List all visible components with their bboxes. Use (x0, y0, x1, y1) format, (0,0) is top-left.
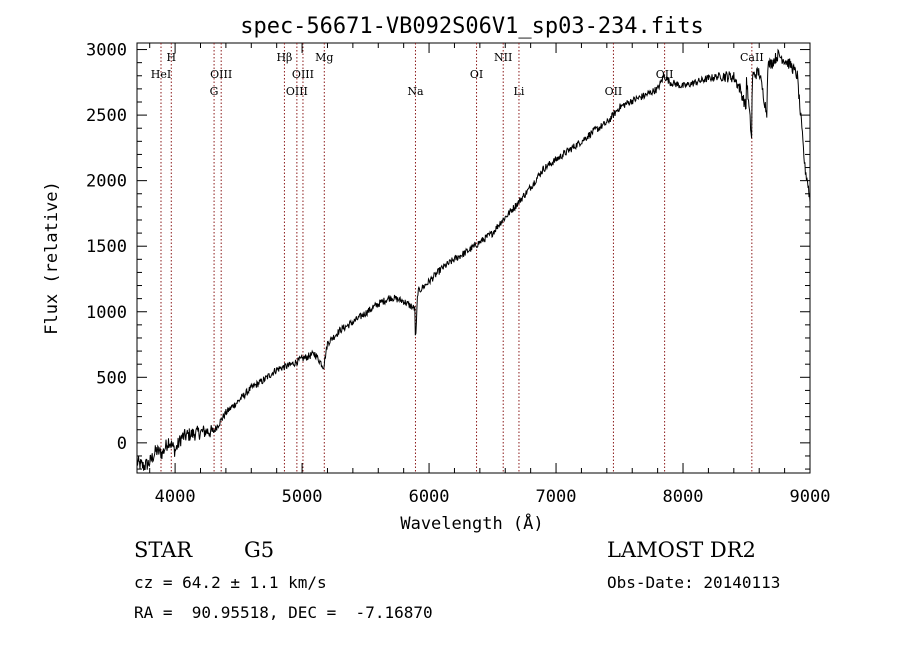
object-class: STAR (134, 538, 193, 562)
x-tick-label-7000: 7000 (536, 487, 577, 507)
marker-label-9: OI (470, 68, 483, 81)
survey-name: LAMOST DR2 (607, 538, 756, 562)
marker-label-11: Li (514, 85, 525, 98)
x-tick-label-6000: 6000 (409, 487, 450, 507)
y-tick-label-3000: 3000 (86, 41, 127, 61)
marker-label-0: HeI (151, 68, 171, 81)
marker-label-10: NII (494, 51, 512, 64)
marker-label-8: Na (407, 85, 424, 98)
marker-label-6: OIII (292, 68, 314, 81)
y-axis-ticks: 0 500 1000 1500 2000 2500 3000 (86, 41, 810, 470)
x-tick-label-4000: 4000 (155, 487, 196, 507)
marker-label-14: CaII (740, 51, 764, 64)
y-tick-label-500: 500 (96, 368, 127, 388)
y-tick-label-1000: 1000 (86, 303, 127, 323)
x-tick-label-5000: 5000 (282, 487, 323, 507)
y-tick-label-2000: 2000 (86, 172, 127, 192)
spectrum-line (136, 48, 811, 471)
marker-label-3: G (210, 85, 219, 98)
y-tick-label-2500: 2500 (86, 106, 127, 126)
marker-label-1: H (166, 51, 176, 64)
y-tick-label-1500: 1500 (86, 237, 127, 257)
y-tick-label-0: 0 (117, 434, 127, 454)
redshift-velocity: cz = 64.2 ± 1.1 km/s (134, 573, 327, 592)
x-tick-label-9000: 9000 (790, 487, 831, 507)
x-axis-label: Wavelength (Å) (400, 512, 543, 534)
x-tick-label-8000: 8000 (663, 487, 704, 507)
plot-frame (136, 42, 811, 474)
marker-label-5: OIII (286, 85, 308, 98)
chart-title: spec-56671-VB092S06V1_sp03-234.fits (240, 14, 704, 39)
ra-dec-coordinates: RA = 90.95518, DEC = -7.16870 (134, 603, 433, 622)
y-axis-label: Flux (relative) (42, 181, 62, 335)
spectral-subclass: G5 (244, 538, 275, 562)
marker-label-12: OII (605, 85, 623, 98)
marker-label-2: OIII (210, 68, 232, 81)
marker-label-7: Mg (315, 51, 333, 64)
x-axis-ticks: 4000 5000 6000 7000 8000 9000 (149, 43, 831, 507)
observation-date: Obs-Date: 20140113 (607, 573, 781, 592)
spectral-line-markers (160, 43, 753, 473)
marker-label-4: Hβ (276, 51, 292, 64)
